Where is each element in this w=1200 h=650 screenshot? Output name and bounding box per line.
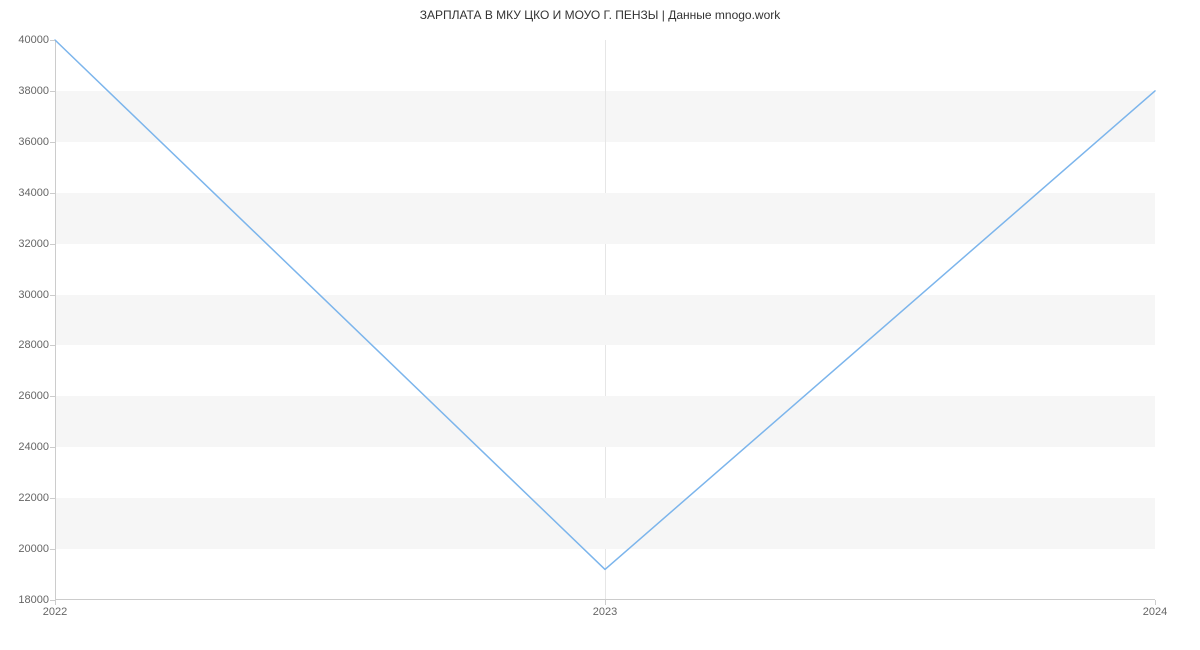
y-tick-mark [50, 295, 55, 296]
y-tick-mark [50, 498, 55, 499]
y-tick-mark [50, 40, 55, 41]
plot-area: 1800020000220002400026000280003000032000… [55, 40, 1155, 600]
y-tick-mark [50, 549, 55, 550]
y-tick-mark [50, 193, 55, 194]
chart-title: ЗАРПЛАТА В МКУ ЦКО И МОУО Г. ПЕНЗЫ | Дан… [0, 8, 1200, 22]
x-tick-mark [1155, 600, 1156, 605]
y-tick-mark [50, 396, 55, 397]
x-tick-mark [605, 600, 606, 605]
y-tick-mark [50, 142, 55, 143]
x-tick-mark [55, 600, 56, 605]
line-series [55, 40, 1155, 600]
y-tick-mark [50, 447, 55, 448]
salary-line-chart: ЗАРПЛАТА В МКУ ЦКО И МОУО Г. ПЕНЗЫ | Дан… [0, 0, 1200, 650]
y-tick-mark [50, 345, 55, 346]
y-tick-mark [50, 244, 55, 245]
y-tick-mark [50, 91, 55, 92]
